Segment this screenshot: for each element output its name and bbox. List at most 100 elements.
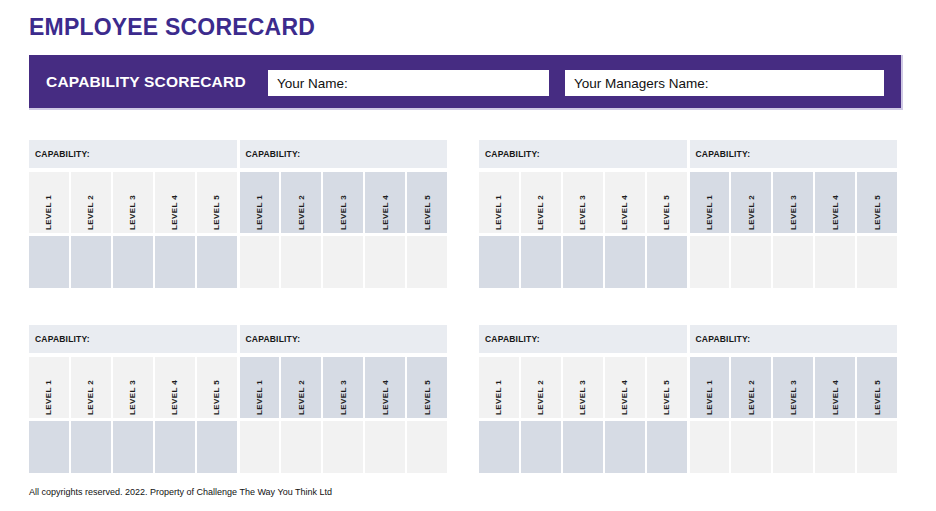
score-cell[interactable] (365, 421, 405, 473)
score-cell[interactable] (857, 421, 897, 473)
score-cell[interactable] (155, 421, 195, 473)
level-header-cell: LEVEL 2 (731, 357, 771, 418)
score-cell[interactable] (281, 236, 321, 288)
score-cell[interactable] (71, 236, 111, 288)
banner-title: CAPABILITY SCORECARD (46, 55, 246, 108)
scorecard-quadrant-bottom-right: CAPABILITY: LEVEL 1 LEVEL 2 LEVEL 3 LEVEL 4 L… (479, 325, 897, 473)
level-header-cell: LEVEL 4 (155, 172, 195, 233)
capability-name-cell[interactable]: CAPABILITY: (690, 140, 898, 168)
level-header-cell: LEVEL 4 (815, 172, 855, 233)
level-header-cell: LEVEL 4 (365, 357, 405, 418)
level-header-cell: LEVEL 5 (647, 172, 687, 233)
level-label: LEVEL 3 (789, 380, 798, 415)
capability-scorecard-banner: CAPABILITY SCORECARD Your Name: Your Man… (29, 55, 903, 110)
score-cell[interactable] (240, 421, 280, 473)
score-cell[interactable] (521, 236, 561, 288)
level-header-row: LEVEL 1LEVEL 2LEVEL 3LEVEL 4LEVEL 5 (479, 357, 687, 418)
score-cell[interactable] (815, 236, 855, 288)
level-header-cell: LEVEL 3 (773, 357, 813, 418)
score-cell[interactable] (71, 421, 111, 473)
score-cell[interactable] (197, 421, 237, 473)
level-header-cell: LEVEL 5 (407, 357, 447, 418)
level-header-cell: LEVEL 1 (479, 357, 519, 418)
score-row (240, 421, 448, 473)
level-label: LEVEL 5 (423, 380, 432, 415)
score-cell[interactable] (731, 421, 771, 473)
managers-name-field[interactable]: Your Managers Name: (565, 70, 884, 96)
level-label: LEVEL 1 (494, 380, 503, 415)
level-header-cell: LEVEL 4 (365, 172, 405, 233)
score-cell[interactable] (731, 236, 771, 288)
score-cell[interactable] (647, 421, 687, 473)
score-cell[interactable] (690, 421, 730, 473)
score-cell[interactable] (563, 236, 603, 288)
level-label: LEVEL 3 (128, 380, 137, 415)
capability-table: CAPABILITY:LEVEL 1LEVEL 2LEVEL 3LEVEL 4L… (240, 140, 448, 288)
score-cell[interactable] (605, 421, 645, 473)
score-cell[interactable] (197, 236, 237, 288)
score-cell[interactable] (113, 236, 153, 288)
score-cell[interactable] (323, 236, 363, 288)
score-cell[interactable] (479, 236, 519, 288)
scorecard-quadrant-top-right: CAPABILITY: LEVEL 1 LEVEL 2 LEVEL 3 LEVEL 4 L… (479, 140, 897, 288)
capability-name-cell[interactable]: CAPABILITY: (240, 140, 448, 168)
level-header-cell: LEVEL 5 (857, 357, 897, 418)
score-cell[interactable] (521, 421, 561, 473)
score-cell[interactable] (407, 421, 447, 473)
capability-name-cell[interactable]: CAPABILITY: (240, 325, 448, 353)
score-cell[interactable] (29, 236, 69, 288)
score-cell[interactable] (563, 421, 603, 473)
capability-name-cell[interactable]: CAPABILITY: (479, 140, 687, 168)
capability-table: CAPABILITY:LEVEL 1LEVEL 2LEVEL 3LEVEL 4L… (29, 325, 237, 473)
level-header-cell: LEVEL 3 (323, 172, 363, 233)
score-row (479, 236, 687, 288)
capability-name-cell[interactable]: CAPABILITY: (29, 325, 237, 353)
level-header-cell: LEVEL 1 (29, 172, 69, 233)
score-cell[interactable] (815, 421, 855, 473)
your-name-field[interactable]: Your Name: (268, 70, 549, 96)
level-header-row: LEVEL 1LEVEL 2LEVEL 3LEVEL 4LEVEL 5 (690, 172, 898, 233)
score-cell[interactable] (407, 236, 447, 288)
level-label: LEVEL 5 (873, 380, 882, 415)
level-header-row: LEVEL 1LEVEL 2LEVEL 3LEVEL 4LEVEL 5 (240, 357, 448, 418)
score-cell[interactable] (773, 421, 813, 473)
score-cell[interactable] (365, 236, 405, 288)
level-label: LEVEL 4 (831, 195, 840, 230)
capability-name-cell[interactable]: CAPABILITY: (479, 325, 687, 353)
capability-name-cell[interactable]: CAPABILITY: (29, 140, 237, 168)
level-label: LEVEL 2 (536, 380, 545, 415)
score-cell[interactable] (155, 236, 195, 288)
level-header-cell: LEVEL 4 (605, 357, 645, 418)
level-header-cell: LEVEL 5 (857, 172, 897, 233)
level-label: LEVEL 4 (381, 195, 390, 230)
scorecard-quadrant-bottom-left: CAPABILITY: LEVEL 1 LEVEL 2 LEVEL 3 LEVEL 4 L… (29, 325, 447, 473)
score-row (240, 236, 448, 288)
score-cell[interactable] (647, 236, 687, 288)
level-header-cell: LEVEL 1 (240, 172, 280, 233)
score-cell[interactable] (323, 421, 363, 473)
level-header-cell: LEVEL 2 (521, 172, 561, 233)
capability-name-cell[interactable]: CAPABILITY: (690, 325, 898, 353)
score-cell[interactable] (479, 421, 519, 473)
score-cell[interactable] (773, 236, 813, 288)
score-cell[interactable] (857, 236, 897, 288)
level-label: LEVEL 4 (170, 195, 179, 230)
level-header-row: LEVEL 1LEVEL 2LEVEL 3LEVEL 4LEVEL 5 (240, 172, 448, 233)
level-header-cell: LEVEL 4 (815, 357, 855, 418)
level-label: LEVEL 4 (620, 195, 629, 230)
score-cell[interactable] (690, 236, 730, 288)
score-cell[interactable] (605, 236, 645, 288)
level-header-cell: LEVEL 2 (71, 357, 111, 418)
score-cell[interactable] (240, 236, 280, 288)
capability-table: CAPABILITY:LEVEL 1LEVEL 2LEVEL 3LEVEL 4L… (29, 140, 237, 288)
level-header-row: LEVEL 1LEVEL 2LEVEL 3LEVEL 4LEVEL 5 (29, 357, 237, 418)
level-label: LEVEL 1 (705, 195, 714, 230)
level-label: LEVEL 3 (578, 195, 587, 230)
level-header-row: LEVEL 1LEVEL 2LEVEL 3LEVEL 4LEVEL 5 (479, 172, 687, 233)
score-cell[interactable] (113, 421, 153, 473)
level-label: LEVEL 4 (831, 380, 840, 415)
score-cell[interactable] (281, 421, 321, 473)
level-label: LEVEL 1 (44, 380, 53, 415)
score-cell[interactable] (29, 421, 69, 473)
level-label: LEVEL 1 (255, 195, 264, 230)
